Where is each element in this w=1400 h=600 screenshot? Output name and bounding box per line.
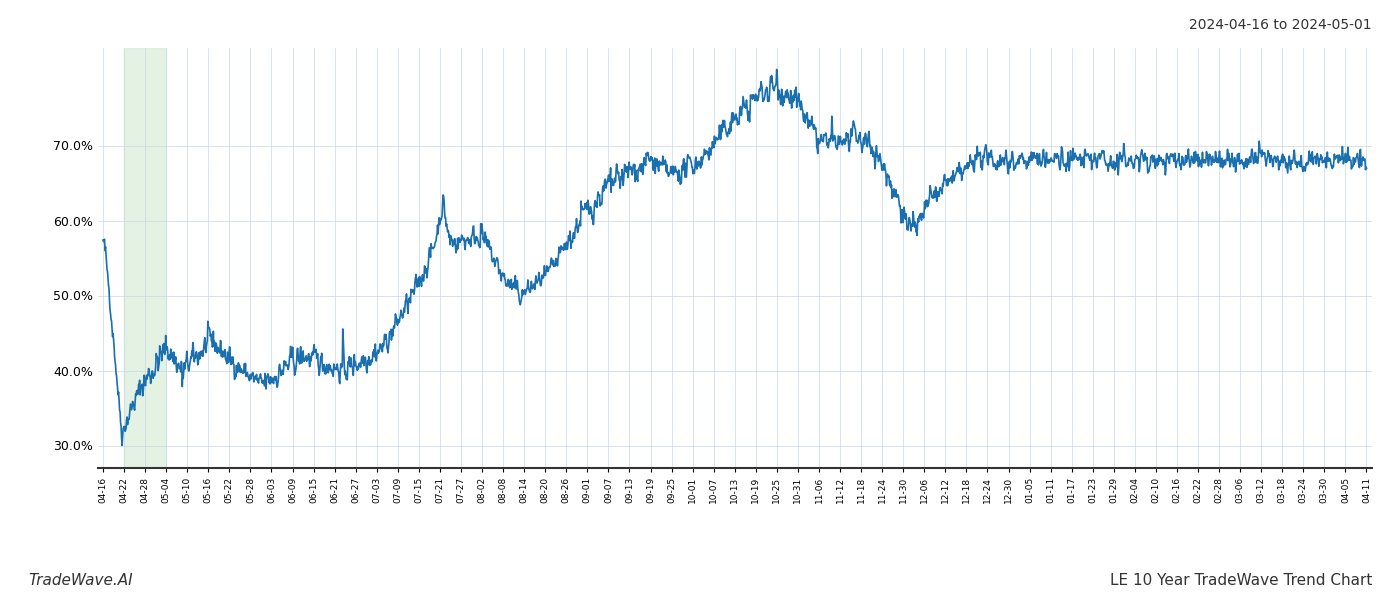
Text: LE 10 Year TradeWave Trend Chart: LE 10 Year TradeWave Trend Chart (1110, 573, 1372, 588)
Bar (125, 48, 167, 468)
Text: 2024-04-16 to 2024-05-01: 2024-04-16 to 2024-05-01 (1190, 18, 1372, 32)
Text: TradeWave.AI: TradeWave.AI (28, 573, 133, 588)
